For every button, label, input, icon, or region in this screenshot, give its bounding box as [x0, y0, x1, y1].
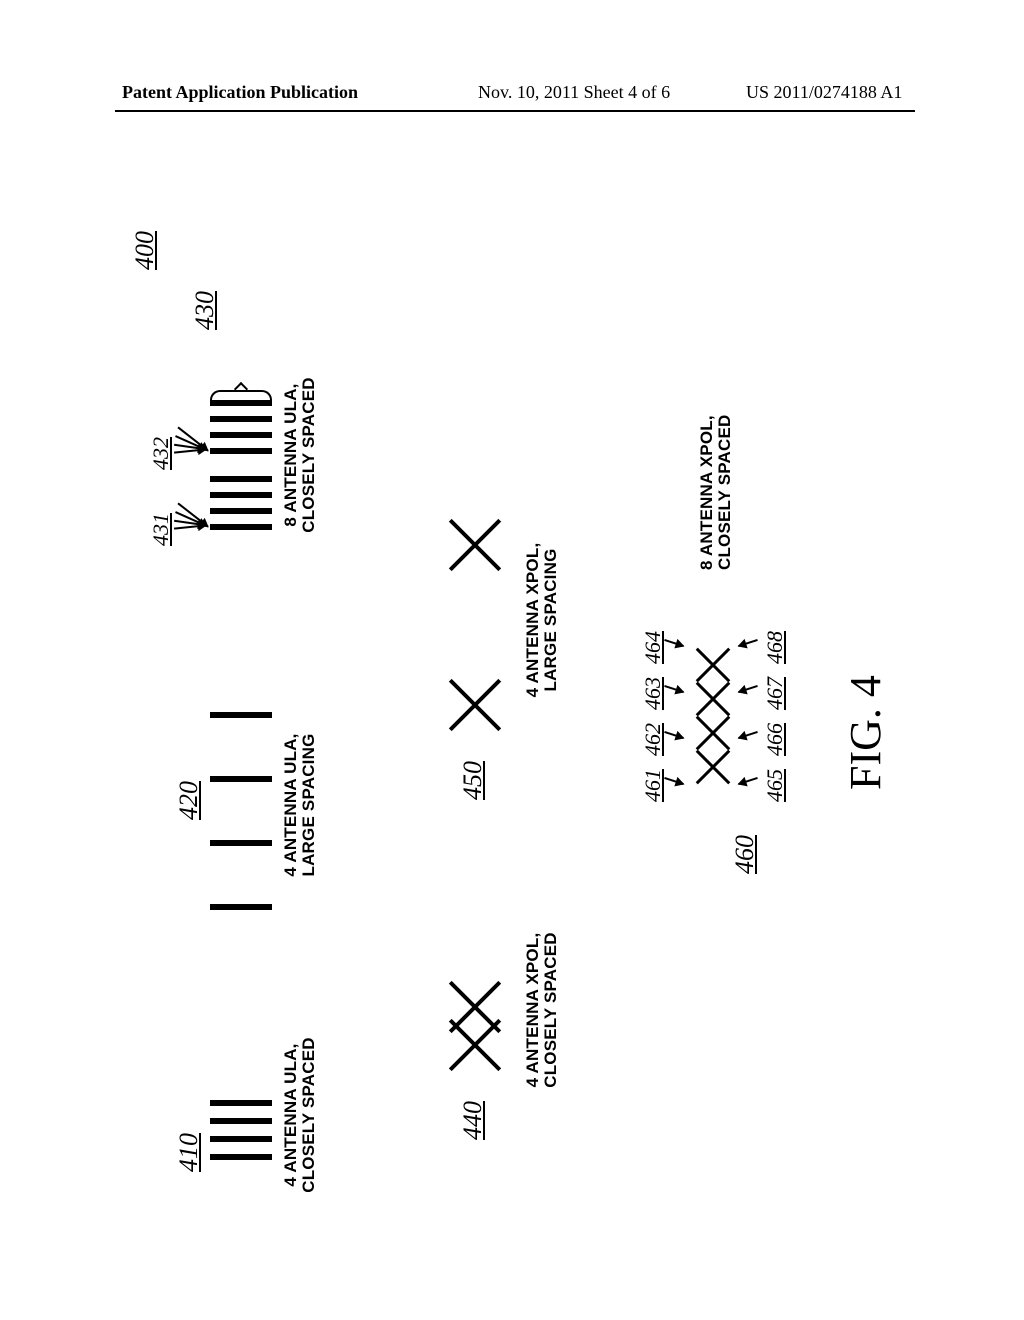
antenna-element: [210, 416, 272, 422]
ref-462: 462: [640, 723, 666, 756]
antenna-element: [210, 448, 272, 454]
figure-container: 400 410 4 ANTENNA ULA, CLOSELY SPACED 42…: [100, 180, 924, 1240]
caption-line: LARGE SPACING: [542, 530, 560, 710]
ref-432: 432: [148, 437, 174, 470]
caption-line: 4 ANTENNA ULA,: [282, 1030, 300, 1200]
callout-arrow: [738, 639, 758, 647]
group-420: 420 4 ANTENNA ULA, LARGE SPACING: [210, 660, 380, 920]
caption-line: CLOSELY SPACED: [542, 920, 560, 1100]
caption-line: 4 ANTENNA ULA,: [282, 720, 300, 890]
antenna-element: [210, 1136, 272, 1142]
antenna-element: [210, 776, 272, 782]
ref-468: 468: [762, 631, 788, 664]
antenna-element: [210, 508, 272, 514]
antenna-element: [210, 904, 272, 910]
callout-arrow: [664, 639, 684, 647]
caption-line: 4 ANTENNA XPOL,: [524, 530, 542, 710]
antenna-element: [210, 524, 272, 530]
ref-465: 465: [762, 769, 788, 802]
group-410: 410 4 ANTENNA ULA, CLOSELY SPACED: [210, 1060, 380, 1180]
header-mid-text: Nov. 10, 2011 Sheet 4 of 6: [478, 82, 670, 103]
group-450: 450 4 ANTENNA XPOL, LARGE SPACING: [440, 480, 620, 780]
ref-463: 463: [640, 677, 666, 710]
ref-431: 431: [148, 513, 174, 546]
antenna-element: [210, 492, 272, 498]
caption-420: 4 ANTENNA ULA, LARGE SPACING: [282, 720, 318, 890]
ref-440: 440: [458, 1101, 488, 1140]
caption-460: 8 ANTENNA XPOL, CLOSELY SPACED: [698, 390, 734, 570]
callout-arrow: [664, 731, 684, 739]
xpol-antenna-icon: [440, 510, 510, 580]
caption-line: 8 ANTENNA ULA,: [282, 370, 300, 540]
callout-arrow: [738, 731, 758, 739]
caption-line: CLOSELY SPACED: [716, 390, 734, 570]
caption-450: 4 ANTENNA XPOL, LARGE SPACING: [524, 530, 560, 710]
caption-line: 4 ANTENNA XPOL,: [524, 920, 542, 1100]
figure-caption: FIG. 4: [840, 675, 891, 790]
ref-467: 467: [762, 677, 788, 710]
caption-line: CLOSELY SPACED: [300, 1030, 318, 1200]
ref-461: 461: [640, 769, 666, 802]
ref-430: 430: [190, 291, 220, 330]
antenna-element: [210, 432, 272, 438]
group-430: 430 431 432: [210, 280, 400, 540]
caption-line: LARGE SPACING: [300, 720, 318, 890]
antenna-element: [210, 476, 272, 482]
caption-440: 4 ANTENNA XPOL, CLOSELY SPACED: [524, 920, 560, 1100]
xpol-antenna-icon: [440, 670, 510, 740]
callout-arrow: [664, 685, 684, 693]
antenna-element: [210, 1154, 272, 1160]
callout-arrow: [738, 685, 758, 693]
ref-466: 466: [762, 723, 788, 756]
caption-line: 8 ANTENNA XPOL,: [698, 390, 716, 570]
figure-diagram: 400 410 4 ANTENNA ULA, CLOSELY SPACED 42…: [100, 180, 924, 1240]
ref-420: 420: [174, 781, 204, 820]
antenna-element: [210, 1100, 272, 1106]
xpol-antenna-icon: [440, 972, 510, 1042]
ref-410: 410: [174, 1133, 204, 1172]
ref-460: 460: [730, 835, 760, 874]
callout-arrow: [664, 777, 684, 785]
ref-400: 400: [130, 231, 160, 270]
ref-450: 450: [458, 761, 488, 800]
header-right-text: US 2011/0274188 A1: [746, 82, 902, 103]
header-rule: [115, 110, 915, 112]
caption-430: 8 ANTENNA ULA, CLOSELY SPACED: [282, 370, 318, 540]
xpol-antenna-icon: [690, 642, 736, 688]
antenna-element: [210, 712, 272, 718]
caption-line: CLOSELY SPACED: [300, 370, 318, 540]
ref-464: 464: [640, 631, 666, 664]
antenna-element: [210, 840, 272, 846]
header-left-text: Patent Application Publication: [122, 82, 358, 103]
group-440: 440 4 ANTENNA XPOL, CLOSELY SPACED: [440, 900, 620, 1080]
callout-arrow: [738, 777, 758, 785]
antenna-element: [210, 1118, 272, 1124]
caption-410: 4 ANTENNA ULA, CLOSELY SPACED: [282, 1030, 318, 1200]
